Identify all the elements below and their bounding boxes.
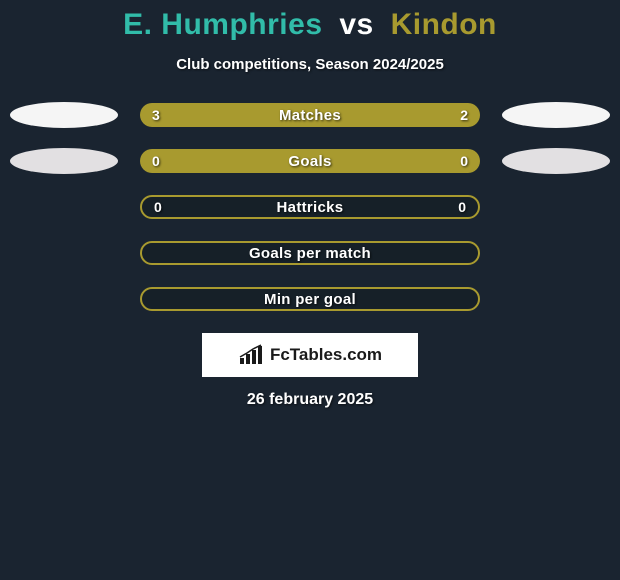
- player-token-icon: [502, 148, 610, 174]
- comparison-card: E. Humphries vs Kindon Club competitions…: [0, 0, 620, 409]
- stat-row: Goals per match: [0, 241, 620, 265]
- date-text: 26 february 2025: [0, 391, 620, 409]
- stat-row: 32Matches: [0, 103, 620, 127]
- player2-name: Kindon: [391, 8, 497, 41]
- player-token-icon: [502, 102, 610, 128]
- stat-row: 00Hattricks: [0, 195, 620, 219]
- stat-label: Goals: [140, 149, 480, 173]
- stat-row: 00Goals: [0, 149, 620, 173]
- stat-bar: Min per goal: [140, 287, 480, 311]
- stat-bar: 32Matches: [140, 103, 480, 127]
- stat-label: Min per goal: [142, 289, 478, 309]
- player1-name: E. Humphries: [123, 8, 322, 41]
- bars-icon: [238, 344, 266, 366]
- player-token-icon: [10, 148, 118, 174]
- stat-bar: Goals per match: [140, 241, 480, 265]
- brand-text: FcTables.com: [270, 345, 382, 365]
- page-title: E. Humphries vs Kindon: [0, 8, 620, 42]
- stat-label: Matches: [140, 103, 480, 127]
- brand-inner: FcTables.com: [238, 344, 382, 366]
- player-token-icon: [10, 102, 118, 128]
- brand-badge: FcTables.com: [202, 333, 418, 377]
- stat-label: Hattricks: [142, 197, 478, 217]
- stat-row: Min per goal: [0, 287, 620, 311]
- stat-bar: 00Hattricks: [140, 195, 480, 219]
- stat-rows: 32Matches 00Goals 00Hattricks Goals per mat…: [0, 103, 620, 311]
- stat-label: Goals per match: [142, 243, 478, 263]
- vs-text: vs: [339, 8, 373, 41]
- stat-bar: 00Goals: [140, 149, 480, 173]
- subtitle: Club competitions, Season 2024/2025: [0, 56, 620, 73]
